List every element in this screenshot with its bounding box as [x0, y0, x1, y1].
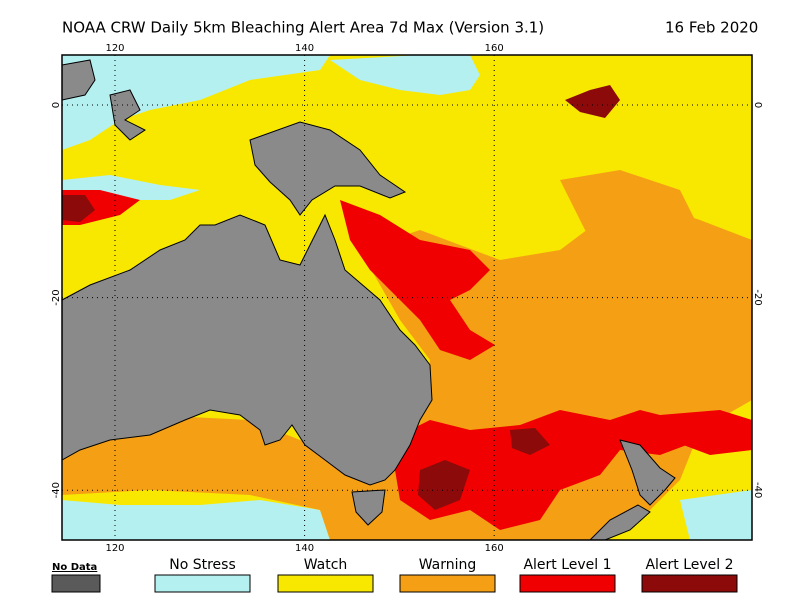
latitude-label-left: 0 — [51, 102, 62, 108]
latitude-label-left: -40 — [51, 482, 62, 498]
longitude-label-bottom: 120 — [105, 543, 124, 554]
legend-label: No Data — [52, 562, 97, 573]
legend-swatch — [519, 574, 616, 593]
alert-2-area — [62, 195, 95, 222]
alert-1-area — [340, 200, 495, 360]
alert-1-area — [660, 410, 752, 455]
no-stress-area — [330, 55, 480, 95]
legend-label: Alert Level 1 — [523, 557, 611, 573]
graticule: 120 120 140 140 160 160 0 0 -20 -20 -40 -40 — [51, 43, 763, 554]
land-australia — [61, 213, 433, 486]
legend: No Data No Stress Watch Warning Alert Level … — [51, 557, 738, 593]
legend-swatch — [641, 574, 738, 593]
legend-swatch — [399, 574, 496, 593]
legend-label: Watch — [304, 557, 348, 573]
warning-area — [520, 300, 752, 390]
alert-2-area — [418, 460, 470, 510]
land-new-zealand-north — [619, 439, 676, 506]
longitude-label-top: 120 — [105, 43, 124, 54]
no-stress-area — [62, 500, 330, 540]
map-date: 16 Feb 2020 — [665, 19, 758, 37]
longitude-label-bottom: 140 — [295, 543, 314, 554]
latitude-label-right: 0 — [752, 102, 763, 108]
alert-2-area — [510, 428, 550, 455]
legend-swatch — [51, 574, 101, 593]
longitude-label-bottom: 160 — [485, 543, 504, 554]
longitude-label-top: 160 — [485, 43, 504, 54]
legend-label: Alert Level 2 — [645, 557, 733, 573]
no-stress-area — [680, 490, 752, 540]
legend-label: No Stress — [169, 557, 236, 573]
legend-label: Warning — [419, 557, 477, 573]
land-sulawesi — [109, 89, 146, 141]
legend-swatch — [277, 574, 374, 593]
map-title: NOAA CRW Daily 5km Bleaching Alert Area … — [62, 19, 544, 37]
land-new-guinea — [249, 121, 407, 216]
warning-area — [560, 170, 700, 250]
alert-1-area — [390, 410, 700, 530]
legend-swatch — [154, 574, 251, 593]
longitude-label-top: 140 — [295, 43, 314, 54]
no-stress-area — [62, 55, 330, 150]
land-tasmania — [351, 489, 386, 526]
latitude-label-right: -40 — [752, 482, 763, 498]
alert-2-area — [565, 85, 620, 118]
latitude-label-right: -20 — [752, 289, 763, 305]
latitude-label-left: -20 — [51, 289, 62, 305]
